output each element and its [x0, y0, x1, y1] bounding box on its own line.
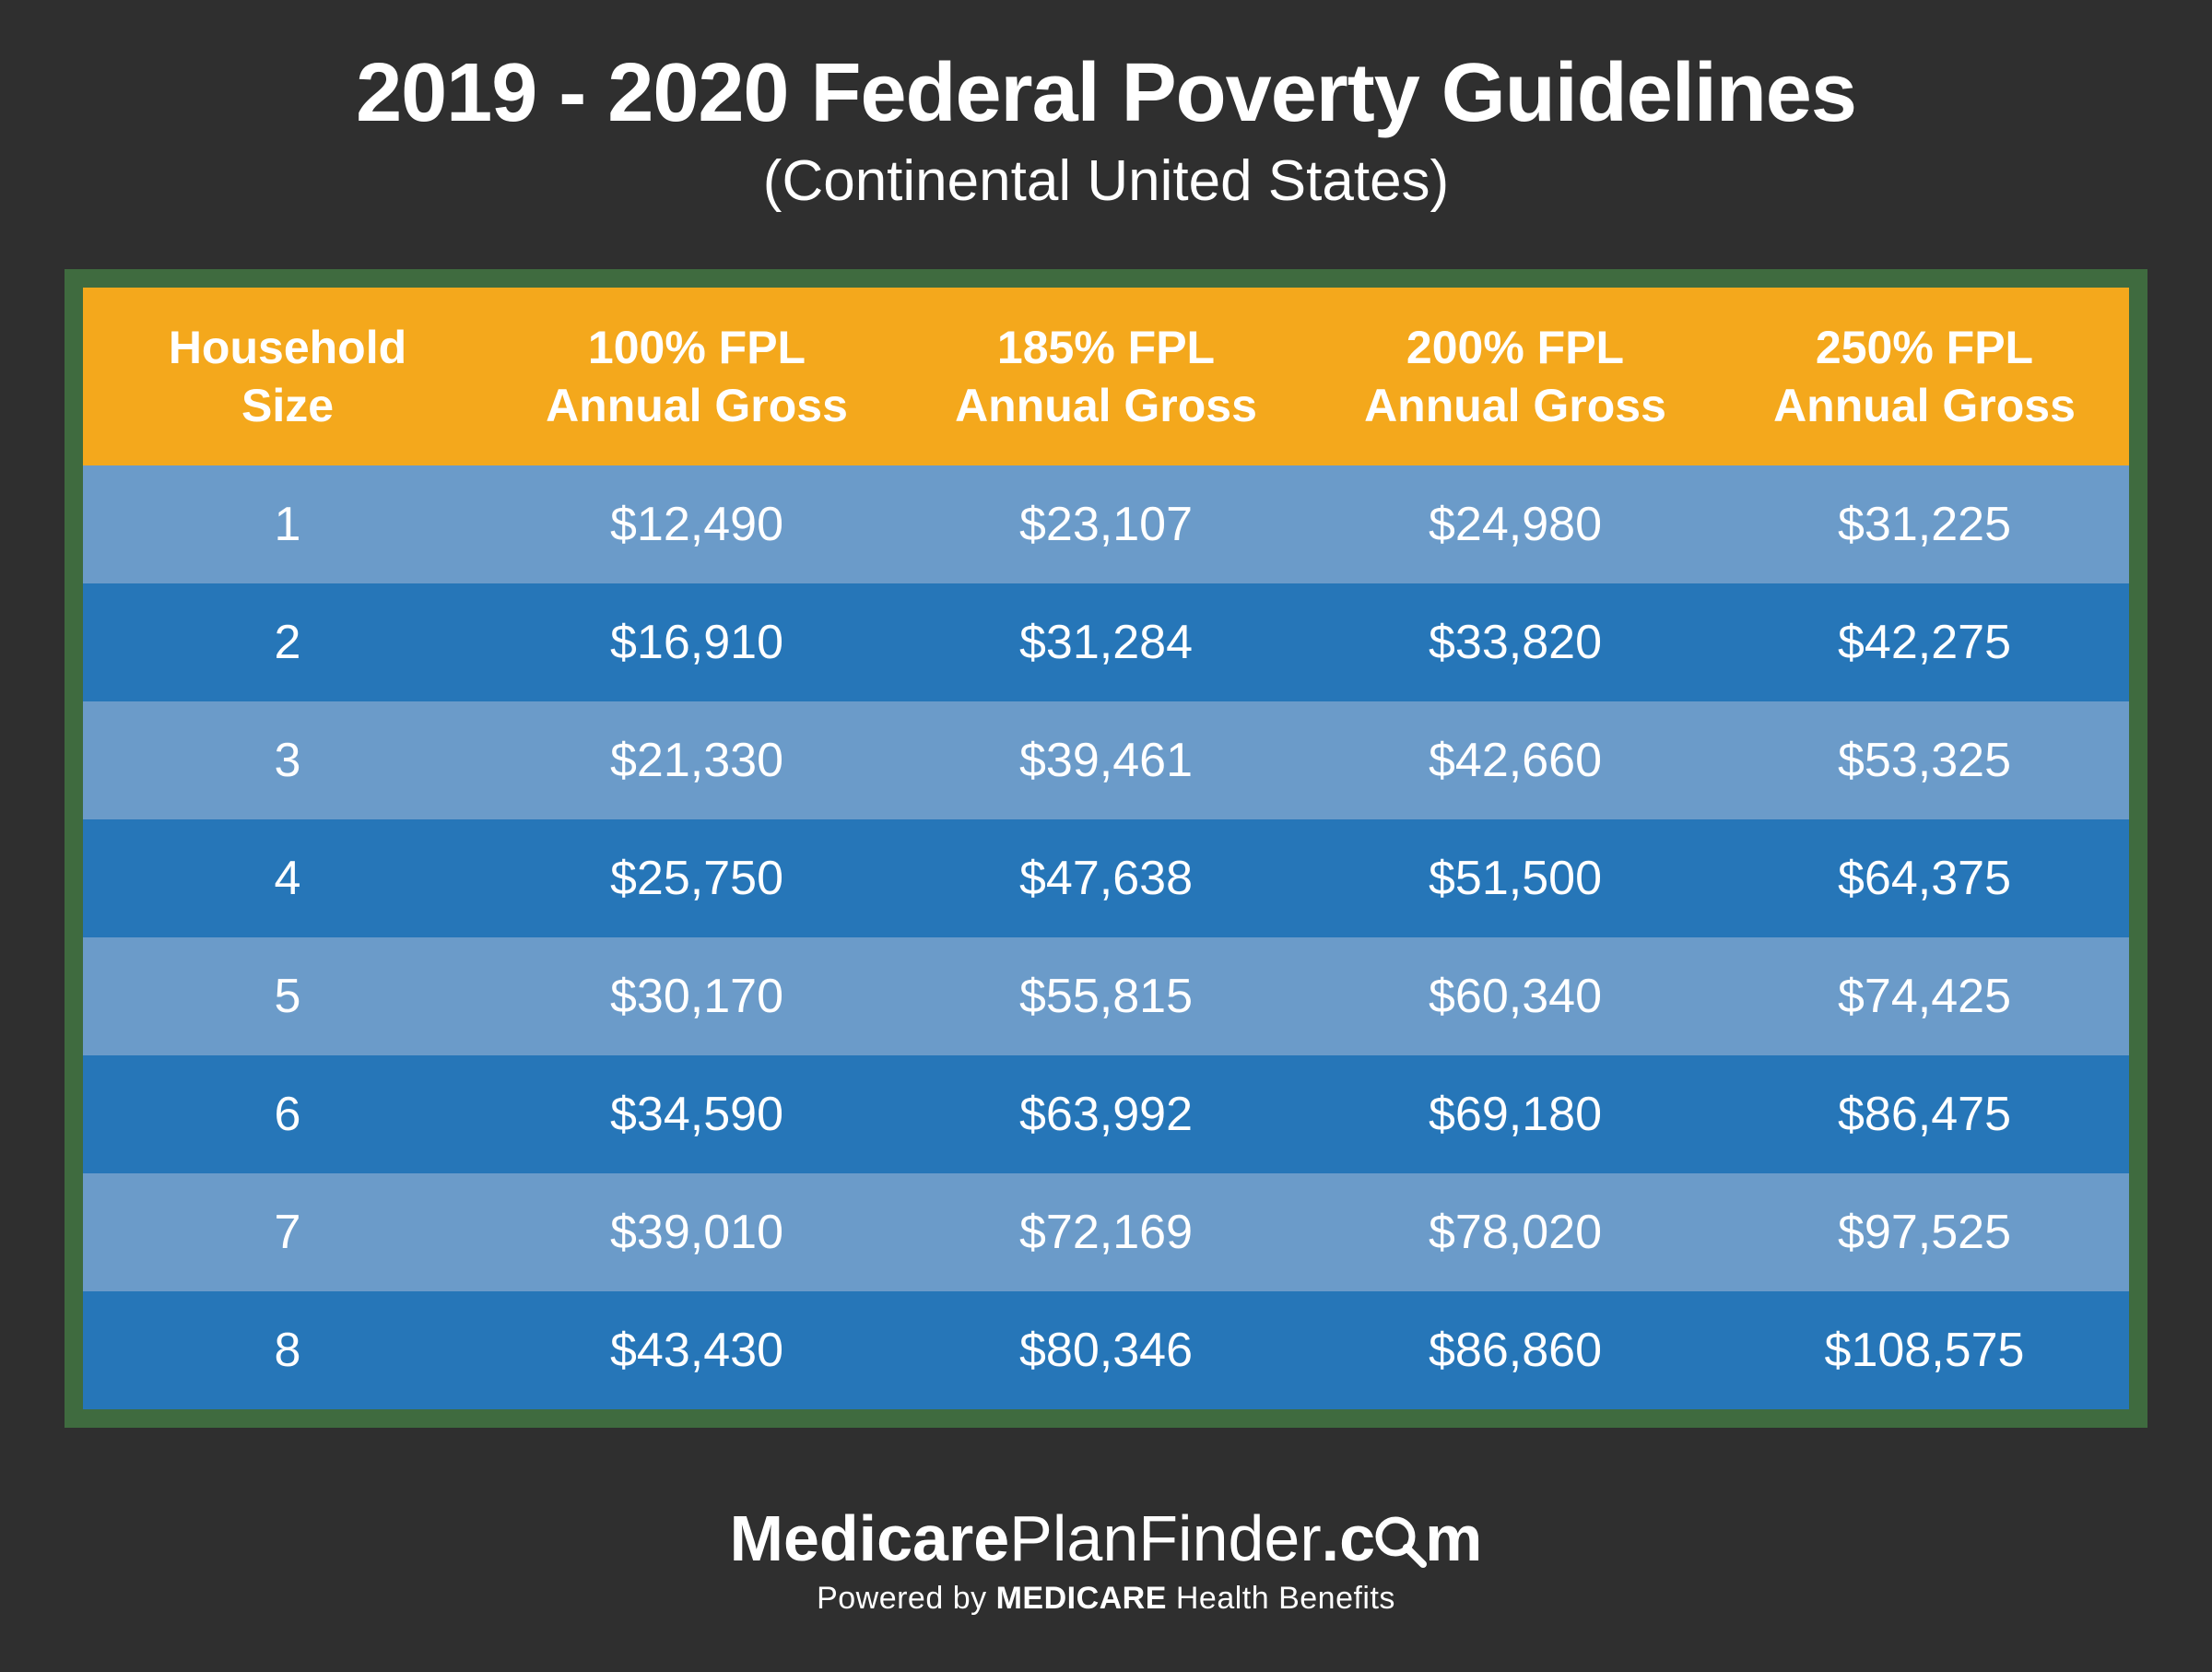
table-cell: $24,980 [1311, 465, 1720, 583]
table-cell: 1 [83, 465, 492, 583]
fpl-table: Household Size 100% FPL Annual Gross 185… [83, 288, 2129, 1409]
table-cell: $25,750 [492, 819, 901, 937]
table-cell: 6 [83, 1055, 492, 1173]
brand-text-thin: PlanFinder [1009, 1501, 1322, 1575]
table-row: 1$12,490$23,107$24,980$31,225 [83, 465, 2129, 583]
col-header-line2: Size [92, 377, 483, 435]
col-header-line1: 185% FPL [911, 319, 1301, 377]
table-cell: $21,330 [492, 701, 901, 819]
table-cell: 4 [83, 819, 492, 937]
col-header-line2: Annual Gross [911, 377, 1301, 435]
table-cell: $55,815 [901, 937, 1311, 1055]
table-cell: 3 [83, 701, 492, 819]
col-250-fpl: 250% FPL Annual Gross [1720, 288, 2129, 465]
table-row: 3$21,330$39,461$42,660$53,325 [83, 701, 2129, 819]
table-cell: $12,490 [492, 465, 901, 583]
table-cell: $31,284 [901, 583, 1311, 701]
table-cell: $74,425 [1720, 937, 2129, 1055]
table-row: 4$25,750$47,638$51,500$64,375 [83, 819, 2129, 937]
brand-text-m: m [1425, 1501, 1482, 1575]
table-cell: $23,107 [901, 465, 1311, 583]
page-title: 2019 - 2020 Federal Poverty Guidelines [37, 46, 2175, 141]
col-185-fpl: 185% FPL Annual Gross [901, 288, 1311, 465]
table-row: 7$39,010$72,169$78,020$97,525 [83, 1173, 2129, 1291]
table-cell: $31,225 [1720, 465, 2129, 583]
table-cell: $108,575 [1720, 1291, 2129, 1409]
table-cell: $33,820 [1311, 583, 1720, 701]
tagline-prefix: Powered by [817, 1581, 996, 1616]
tagline-suffix: Health Benefits [1167, 1581, 1395, 1616]
table-row: 6$34,590$63,992$69,180$86,475 [83, 1055, 2129, 1173]
table-cell: $51,500 [1311, 819, 1720, 937]
page-container: 2019 - 2020 Federal Poverty Guidelines (… [0, 0, 2212, 1672]
table-body: 1$12,490$23,107$24,980$31,2252$16,910$31… [83, 465, 2129, 1409]
col-header-line1: Household [92, 319, 483, 377]
page-footer: MedicarePlanFinder.c m Powered by MEDICAR… [0, 1465, 2212, 1672]
table-cell: $69,180 [1311, 1055, 1720, 1173]
col-header-line2: Annual Gross [1320, 377, 1711, 435]
brand-text-dot-c: .c [1322, 1501, 1375, 1575]
table-cell: $39,010 [492, 1173, 901, 1291]
table-cell: $86,860 [1311, 1291, 1720, 1409]
col-header-line1: 100% FPL [501, 319, 892, 377]
col-200-fpl: 200% FPL Annual Gross [1311, 288, 1720, 465]
tagline-strong: MEDICARE [996, 1581, 1167, 1616]
table-cell: $47,638 [901, 819, 1311, 937]
table-cell: $34,590 [492, 1055, 901, 1173]
magnifier-icon [1373, 1509, 1427, 1562]
table-cell: $97,525 [1720, 1173, 2129, 1291]
brand-text-bold: Medicare [730, 1501, 1009, 1575]
table-cell: 8 [83, 1291, 492, 1409]
table-cell: 2 [83, 583, 492, 701]
table-cell: $53,325 [1720, 701, 2129, 819]
brand-logo: MedicarePlanFinder.c m [730, 1501, 1483, 1575]
table-cell: $30,170 [492, 937, 901, 1055]
table-border: Household Size 100% FPL Annual Gross 185… [65, 269, 2147, 1428]
table-cell: $64,375 [1720, 819, 2129, 937]
table-cell: $42,660 [1311, 701, 1720, 819]
col-header-line1: 200% FPL [1320, 319, 1711, 377]
table-cell: $60,340 [1311, 937, 1720, 1055]
table-header-row: Household Size 100% FPL Annual Gross 185… [83, 288, 2129, 465]
table-cell: 5 [83, 937, 492, 1055]
table-cell: $43,430 [492, 1291, 901, 1409]
col-100-fpl: 100% FPL Annual Gross [492, 288, 901, 465]
table-row: 8$43,430$80,346$86,860$108,575 [83, 1291, 2129, 1409]
table-cell: $80,346 [901, 1291, 1311, 1409]
table-cell: $86,475 [1720, 1055, 2129, 1173]
brand-tagline: Powered by MEDICARE Health Benefits [37, 1581, 2175, 1617]
table-header: Household Size 100% FPL Annual Gross 185… [83, 288, 2129, 465]
table-cell: $78,020 [1311, 1173, 1720, 1291]
page-subtitle: (Continental United States) [37, 148, 2175, 214]
table-cell: $16,910 [492, 583, 901, 701]
col-header-line2: Annual Gross [1729, 377, 2120, 435]
table-cell: $63,992 [901, 1055, 1311, 1173]
table-cell: $39,461 [901, 701, 1311, 819]
table-row: 2$16,910$31,284$33,820$42,275 [83, 583, 2129, 701]
table-cell: $72,169 [901, 1173, 1311, 1291]
page-header: 2019 - 2020 Federal Poverty Guidelines (… [0, 0, 2212, 251]
table-cell: 7 [83, 1173, 492, 1291]
col-household-size: Household Size [83, 288, 492, 465]
col-header-line2: Annual Gross [501, 377, 892, 435]
col-header-line1: 250% FPL [1729, 319, 2120, 377]
table-row: 5$30,170$55,815$60,340$74,425 [83, 937, 2129, 1055]
table-cell: $42,275 [1720, 583, 2129, 701]
